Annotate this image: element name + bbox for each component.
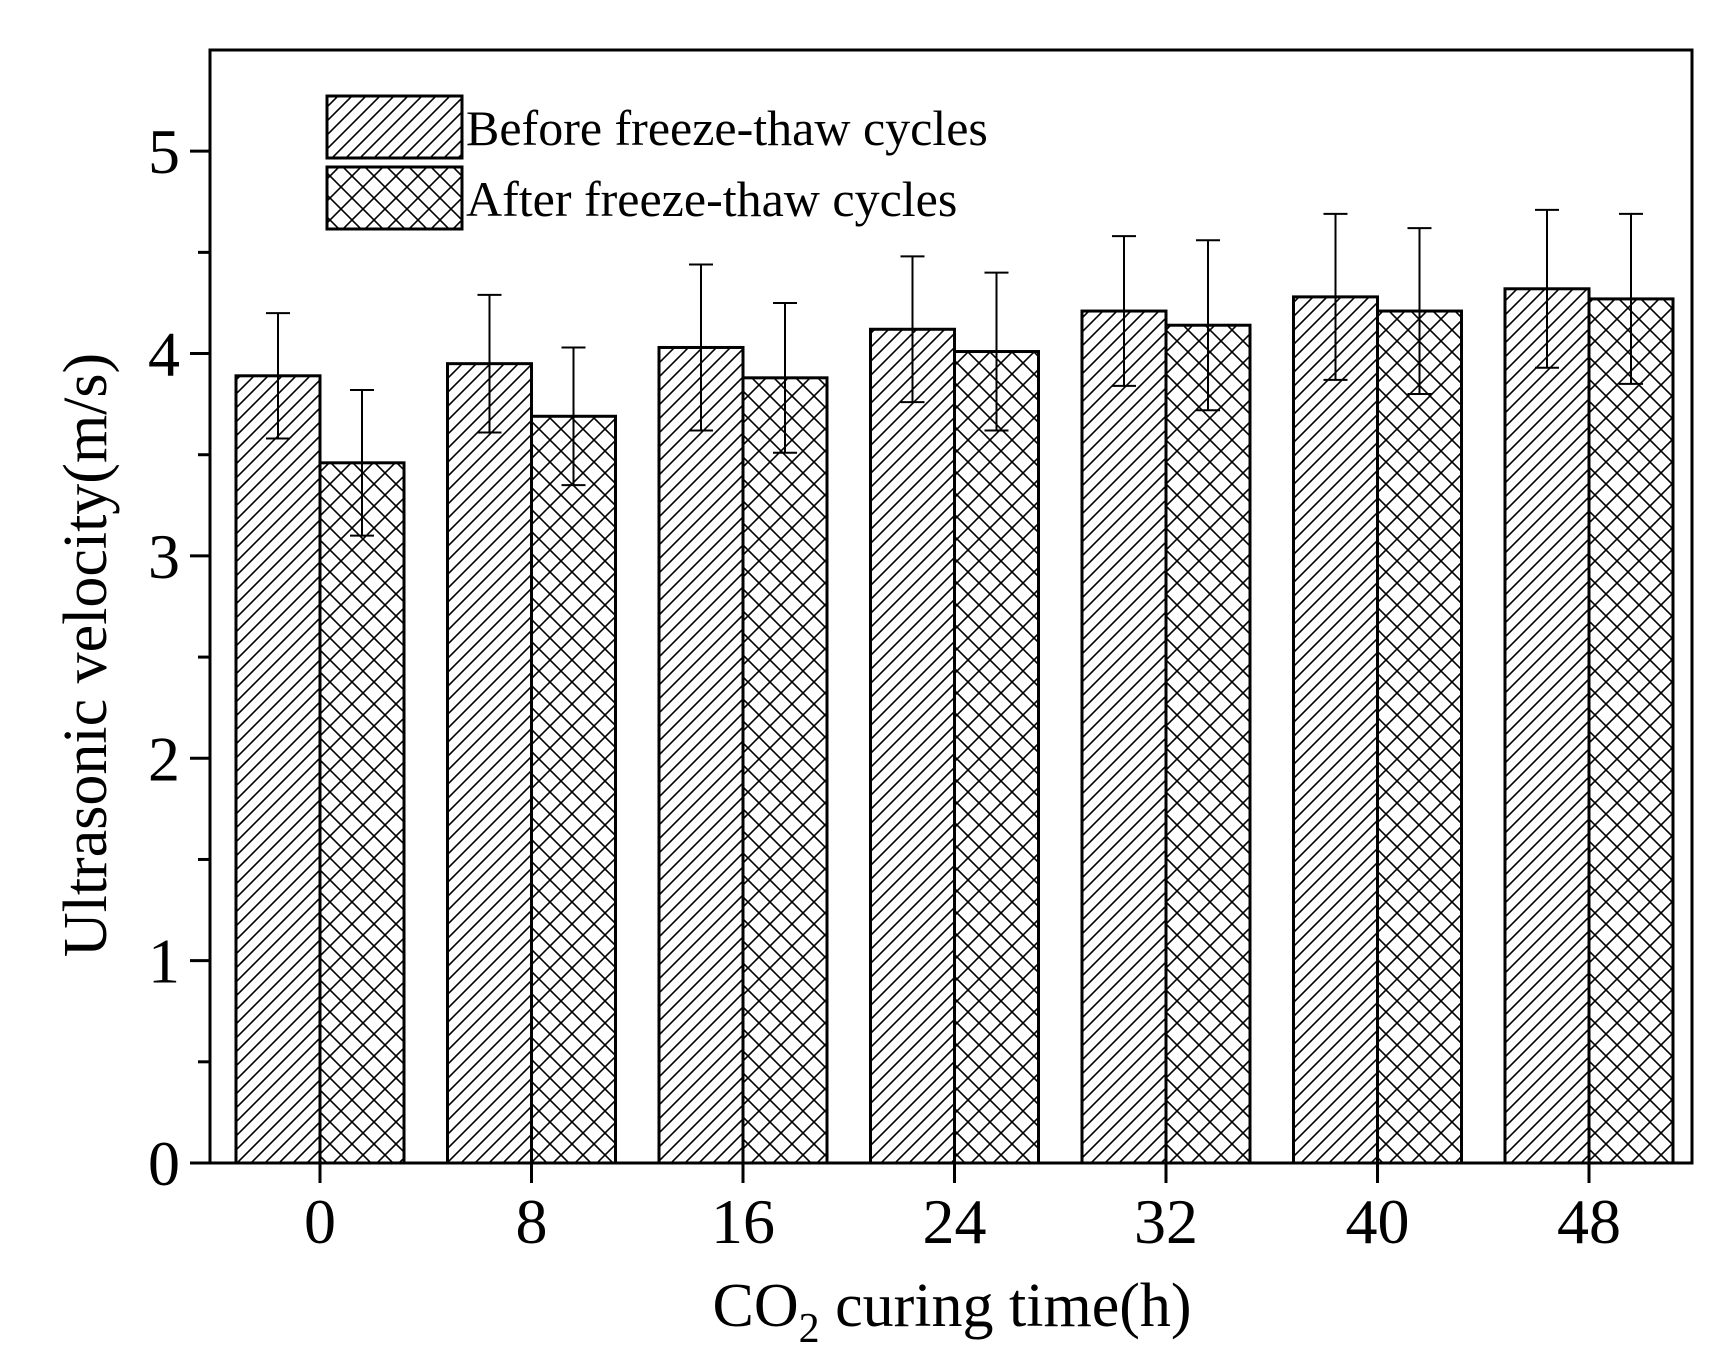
x-tick-label-24: 24 [923, 1186, 987, 1257]
bar-before-32 [1080, 309, 1168, 1165]
bar-before-48 [1503, 287, 1591, 1165]
x-tick-label-48: 48 [1557, 1186, 1621, 1257]
y-tick-label-5: 5 [148, 116, 180, 187]
error-bar-before-40 [1323, 212, 1348, 381]
x-axis-title-main: CO [712, 1272, 798, 1340]
y-tick-label-1: 1 [148, 926, 180, 997]
x-axis-title: CO2 curing time(h) [712, 1272, 1191, 1352]
bar-after-40 [1376, 309, 1463, 1165]
bar-after-24 [953, 350, 1040, 1165]
x-axis-title-subscript: 2 [799, 1306, 820, 1352]
bar-before-0 [234, 374, 322, 1165]
legend-swatch-before [325, 94, 464, 160]
x-tick-label-40: 40 [1346, 1186, 1410, 1257]
legend-label-after: After freeze-thaw cycles [466, 171, 957, 227]
legend-swatch-after [325, 165, 464, 231]
x-tick-label-32: 32 [1134, 1186, 1198, 1257]
error-bar-after-8 [561, 346, 586, 487]
y-tick-label-4: 4 [148, 319, 180, 390]
error-bar-after-40 [1407, 227, 1432, 396]
bar-before-40 [1292, 295, 1379, 1165]
error-bar-before-8 [477, 293, 502, 434]
error-bar-before-16 [689, 263, 713, 432]
bar-before-24 [869, 327, 956, 1165]
x-tick-label-0: 0 [304, 1186, 336, 1257]
x-tick-label-8: 8 [516, 1186, 548, 1257]
y-tick-label-3: 3 [148, 521, 180, 592]
error-bar-before-0 [266, 312, 290, 440]
bar-after-0 [318, 461, 406, 1165]
y-tick-label-2: 2 [148, 723, 180, 794]
x-tick-label-16: 16 [711, 1186, 775, 1257]
bar-after-32 [1164, 323, 1252, 1165]
bar-after-8 [530, 414, 617, 1165]
error-bar-after-16 [773, 301, 797, 454]
y-axis-title: Ultrasonic velocity(m/s) [52, 353, 120, 957]
bar-after-16 [741, 376, 829, 1165]
legend-label-before: Before freeze-thaw cycles [466, 100, 988, 156]
y-tick-label-0: 0 [148, 1128, 180, 1199]
bar-before-8 [446, 362, 533, 1165]
error-bar-after-48 [1619, 212, 1643, 385]
error-bar-before-32 [1112, 235, 1136, 387]
error-bar-before-24 [900, 255, 925, 404]
error-bar-before-48 [1535, 208, 1559, 369]
error-bar-after-32 [1196, 239, 1220, 412]
x-axis-title-rest: curing time(h) [820, 1272, 1192, 1340]
error-bar-after-24 [984, 271, 1009, 432]
legend: Before freeze-thaw cycles After freeze-t… [325, 94, 988, 231]
bar-after-48 [1587, 297, 1675, 1165]
bar-before-16 [657, 345, 745, 1165]
error-bar-after-0 [350, 388, 374, 537]
